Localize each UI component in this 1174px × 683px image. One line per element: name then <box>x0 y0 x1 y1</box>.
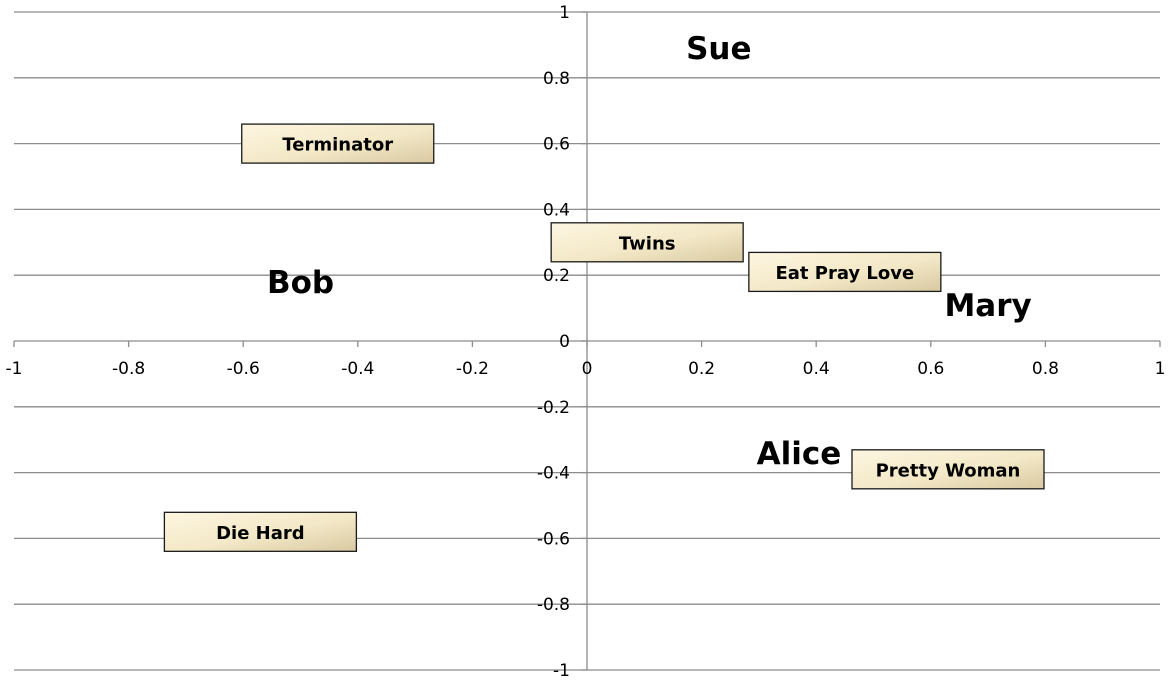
movie-label-box <box>163 511 358 552</box>
movie-label-text: Terminator <box>282 135 393 156</box>
person-label: Bob <box>267 265 334 301</box>
x-tick-label: -0.8 <box>112 359 145 379</box>
movie-label-box <box>550 222 744 263</box>
movie-label: Eat Pray Love <box>748 251 942 293</box>
y-tick-label: -0.8 <box>537 595 570 615</box>
movie-label: Terminator <box>241 123 435 164</box>
x-tick-label: 0.8 <box>1032 359 1059 379</box>
person-label: Alice <box>757 436 842 472</box>
y-tick-label: 1 <box>559 3 570 23</box>
movie-label-text: Eat Pray Love <box>775 263 914 284</box>
axes <box>13 11 1161 671</box>
movie-label: Pretty Woman <box>851 449 1045 490</box>
y-tick-label: 0.8 <box>543 69 570 89</box>
x-tick-label: 1 <box>1155 359 1166 379</box>
y-tick-label: 0.4 <box>543 200 570 220</box>
x-tick-labels: -1 -0.8 -0.6 -0.4 -0.2 0.2 0.4 0.6 0.8 1 0 <box>6 359 1166 379</box>
x-tick-label: -0.4 <box>341 359 374 379</box>
movie-label-box <box>748 251 942 293</box>
movie-label-box <box>851 449 1045 490</box>
x-tick-label: 0.6 <box>917 359 944 379</box>
movie-label-text: Die Hard <box>216 523 305 544</box>
person-label: Sue <box>686 31 751 67</box>
movie-labels: Terminator Twins Eat Pray Love Pretty Woman… <box>163 123 1045 552</box>
y-tick-label: 0.6 <box>543 135 570 155</box>
movie-label: Die Hard <box>163 511 358 552</box>
y-tick-label: -0.2 <box>537 398 570 418</box>
person-label: Mary <box>944 288 1031 324</box>
movie-label-box <box>241 123 435 164</box>
movie-label: Twins <box>550 222 744 263</box>
movie-label-text: Pretty Woman <box>876 460 1021 481</box>
y-tick-label: -1 <box>553 661 570 681</box>
y-tick-label: 0 <box>559 332 570 352</box>
movie-label-text: Twins <box>619 233 676 254</box>
x-tick-label: 0.4 <box>803 359 830 379</box>
y-tick-label: 0.2 <box>543 266 570 286</box>
y-tick-labels: 1 0.8 0.6 0.4 0.2 0 -0.2 -0.4 -0.6 -0.8 -1 <box>537 3 570 681</box>
y-tick-label: -0.4 <box>537 464 570 484</box>
x-tick-label: -0.2 <box>456 359 489 379</box>
x-tick-label: 0.2 <box>688 359 715 379</box>
x-tick-label: -0.6 <box>227 359 260 379</box>
person-labels: Sue Bob Mary Alice <box>267 31 1032 472</box>
x-tick-label: -1 <box>6 359 23 379</box>
y-tick-label: -0.6 <box>537 529 570 549</box>
x-tick-label: 0 <box>582 359 593 379</box>
